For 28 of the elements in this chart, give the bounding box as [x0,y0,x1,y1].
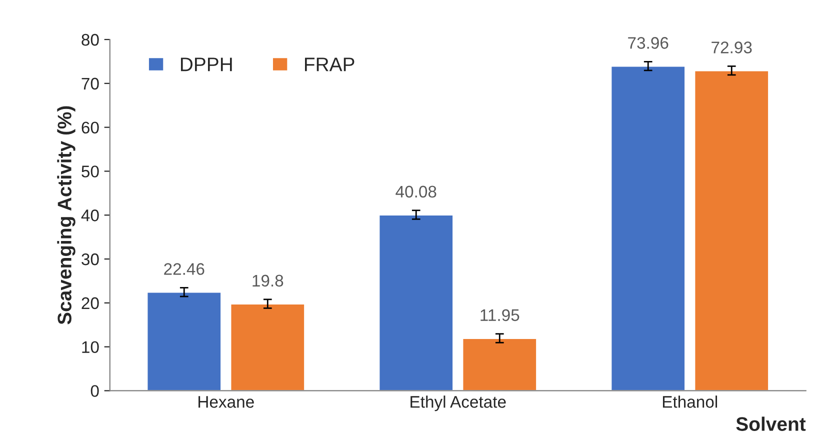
data-label: 40.08 [396,186,436,198]
x-tick-label: Ethanol [662,396,718,408]
y-tick-label: 50 [82,166,99,178]
y-tick-label: 70 [82,78,99,90]
bar [146,291,222,391]
y-tick-label: 10 [82,341,99,354]
legend-label: FRAP [305,58,354,72]
bar [230,303,306,391]
y-tick-label: 0 [90,385,99,397]
data-label: 72.93 [712,42,752,54]
data-label: 73.96 [628,37,668,49]
y-tick-label: 30 [82,253,99,266]
y-tick-label: 60 [82,122,99,134]
data-label: 19.8 [252,274,284,287]
y-axis-title: Scavenging Activity (%) [57,106,76,324]
y-tick-label: 80 [82,34,99,46]
data-label: 22.46 [164,263,204,275]
x-tick-label: Hexane [198,396,254,408]
x-tick-label: Ethyl Acetate [410,396,506,412]
bar [694,70,770,391]
y-tick-label: 40 [81,210,99,222]
bar [462,338,538,391]
bar [378,214,454,391]
legend-label: DPPH [180,58,232,72]
bar [610,65,686,391]
data-label: 11.95 [480,309,520,322]
x-axis-title: Solvent [736,416,806,431]
y-tick-label: 20 [82,297,99,310]
